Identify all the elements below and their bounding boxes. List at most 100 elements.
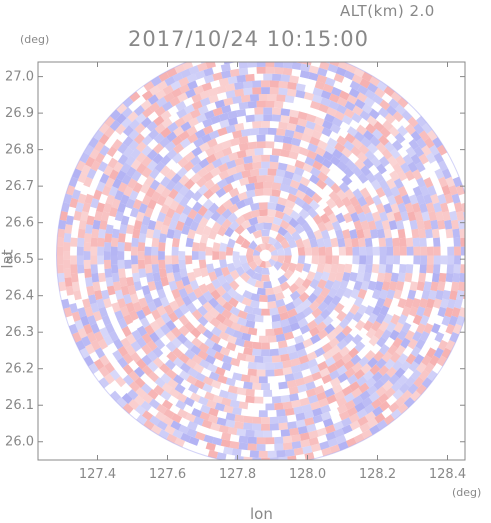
- radar-cell: [171, 255, 179, 265]
- radar-cell: [291, 434, 302, 443]
- radar-cell: [433, 246, 441, 256]
- radar-cell: [175, 280, 185, 291]
- radar-cell: [203, 178, 215, 190]
- radar-cell: [452, 272, 461, 283]
- radar-cell: [147, 219, 157, 231]
- radar-cell: [373, 379, 385, 391]
- radar-cell: [254, 430, 264, 438]
- radar-cell: [99, 173, 110, 185]
- radar-cell: [165, 330, 177, 342]
- radar-cell: [429, 355, 440, 367]
- radar-cell: [229, 137, 241, 147]
- radar-cell: [346, 203, 357, 215]
- radar-cell: [359, 187, 371, 199]
- radar-cell: [382, 380, 394, 392]
- radar-cell: [267, 168, 277, 176]
- radar-cell: [204, 354, 216, 365]
- radar-cell: [224, 174, 236, 185]
- radar-cell: [90, 255, 98, 265]
- radar-cell: [225, 90, 236, 99]
- radar-cell: [219, 259, 228, 269]
- radar-cell: [269, 457, 279, 460]
- radar-cell: [341, 196, 352, 208]
- radar-cell: [217, 126, 228, 137]
- radar-cell: [386, 321, 397, 333]
- radar-cell: [103, 251, 111, 261]
- radar-cell: [174, 437, 186, 448]
- radar-cell: [154, 338, 166, 350]
- radar-cell: [408, 306, 419, 317]
- radar-cell: [212, 394, 224, 404]
- radar-cell: [165, 169, 177, 181]
- radar-cell: [336, 104, 348, 115]
- radar-cell: [284, 199, 296, 210]
- radar-cell: [111, 138, 123, 150]
- radar-cell: [168, 311, 179, 323]
- radar-cell: [183, 339, 195, 351]
- radar-cell: [387, 344, 398, 356]
- radar-cell: [225, 341, 237, 352]
- radar-cell: [320, 287, 331, 299]
- radar-cell: [358, 143, 370, 155]
- radar-cell: [394, 367, 406, 379]
- radar-cell: [152, 357, 164, 369]
- radar-cell: [256, 141, 266, 149]
- radar-cell: [95, 181, 106, 193]
- radar-cell: [275, 203, 286, 213]
- radar-cell: [106, 285, 116, 296]
- radar-cell: [208, 52, 218, 61]
- radar-cell: [159, 296, 170, 308]
- radar-cell: [172, 428, 184, 439]
- radar-cell: [232, 330, 244, 340]
- radar-cell: [397, 228, 406, 239]
- radar-cell: [265, 287, 275, 296]
- radar-cell: [78, 219, 87, 230]
- radar-cell: [330, 263, 339, 274]
- radar-cell: [259, 260, 266, 269]
- radar-cell: [81, 164, 92, 176]
- radar-cell: [444, 219, 453, 230]
- radar-cell: [302, 194, 314, 205]
- radar-cell: [232, 130, 243, 139]
- radar-cell: [187, 228, 196, 240]
- radar-cell: [466, 229, 474, 239]
- radar-cell: [276, 128, 286, 137]
- radar-cell: [261, 342, 270, 350]
- radar-cell: [294, 196, 306, 208]
- radar-cell: [407, 161, 418, 173]
- radar-cell: [448, 315, 458, 327]
- radar-cell: [205, 62, 216, 69]
- radar-cell: [229, 399, 240, 409]
- radar-cell: [359, 390, 371, 401]
- radar-cell: [308, 430, 319, 439]
- radar-cell: [379, 246, 387, 256]
- radar-cell: [129, 207, 140, 218]
- altitude-label: ALT(km) 2.0: [340, 2, 435, 20]
- radar-cell: [256, 175, 266, 183]
- radar-cell: [402, 154, 414, 166]
- radar-cell: [464, 220, 465, 223]
- radar-cell: [379, 126, 391, 138]
- radar-cell: [254, 280, 264, 289]
- radar-cell: [377, 393, 390, 404]
- radar-cell: [419, 237, 427, 247]
- radar-cell: [278, 121, 288, 130]
- radar-cell: [270, 255, 279, 262]
- radar-cell: [133, 219, 143, 231]
- radar-cell: [258, 335, 268, 343]
- radar-cell: [234, 455, 244, 460]
- radar-cell: [116, 170, 127, 181]
- radar-cell: [207, 87, 219, 97]
- radar-cell: [209, 183, 221, 194]
- radar-cell: [179, 303, 190, 315]
- radar-cell: [187, 291, 198, 303]
- radar-cell: [416, 281, 425, 292]
- radar-cell: [210, 326, 222, 337]
- radar-cell: [110, 246, 118, 256]
- radar-cell: [267, 127, 277, 135]
- radar-cell: [173, 307, 185, 319]
- radar-cell: [173, 192, 185, 204]
- radar-cell: [178, 130, 190, 141]
- radar-cell: [216, 274, 227, 286]
